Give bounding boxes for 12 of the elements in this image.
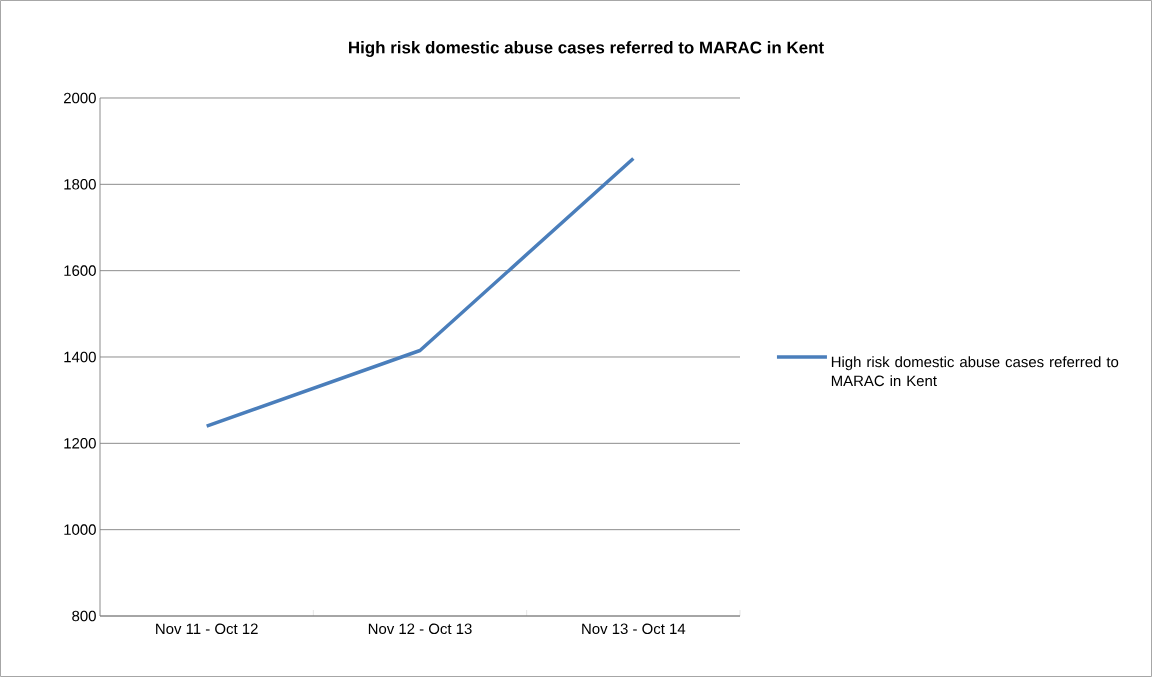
y-tick-label: 1200 <box>64 438 96 449</box>
y-tick-label: 800 <box>72 610 96 622</box>
chart-title: High risk domestic abuse cases referred to MARAC in Kent <box>349 41 824 57</box>
y-tick-label: 1800 <box>64 179 96 190</box>
x-tick-label: Nov 13 - Oct 14 <box>582 623 686 635</box>
y-tick-label: 2000 <box>63 92 96 104</box>
x-tick-label: Nov 12 - Oct 13 <box>368 623 472 635</box>
legend-label: High risk domestic abuse cases referred to MARAC in Kent <box>831 356 1119 387</box>
y-tick-label: 1600 <box>64 265 96 276</box>
y-tick-label: 1400 <box>64 351 96 363</box>
x-tick-label: Nov 11 - Oct 12 <box>156 623 258 635</box>
y-tick-label: 1000 <box>64 524 96 535</box>
